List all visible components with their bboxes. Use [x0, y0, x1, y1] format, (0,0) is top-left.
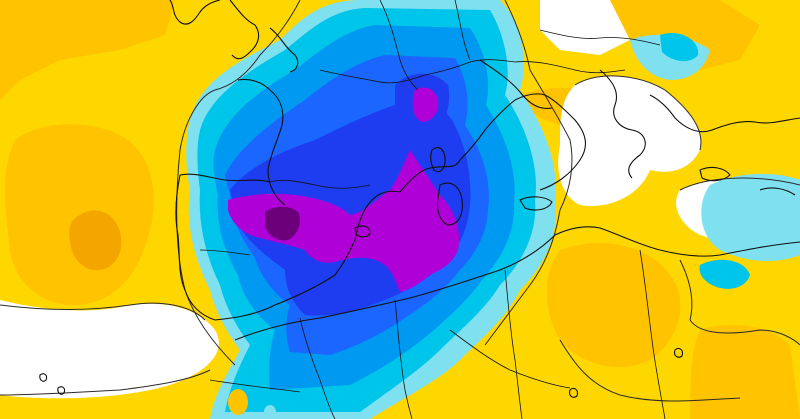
coast-greece	[599, 69, 646, 179]
coast-channel	[269, 27, 299, 73]
warm-anomaly-north-africa	[546, 243, 681, 368]
coast-uk-north	[169, 0, 221, 25]
coast-north-africa	[234, 234, 556, 341]
coast-turkey	[649, 94, 800, 133]
coast-adriatic	[479, 59, 553, 109]
isotherm-levant	[679, 259, 800, 346]
coastlines	[39, 0, 800, 398]
coast-cyprus	[759, 187, 796, 196]
isotherm-atlantic-south	[0, 302, 206, 321]
border-portugal-spain	[199, 249, 251, 256]
island-azores-1	[57, 386, 66, 395]
coast-italy-west	[459, 93, 546, 161]
border-france-spain	[269, 179, 371, 189]
warm-anomaly-northwest	[0, 0, 175, 100]
coast-italy-south	[539, 94, 586, 191]
coast-libya	[554, 226, 800, 257]
neutral-zone-aegean	[558, 75, 701, 206]
coast-balearic	[354, 225, 371, 238]
border-germany-france	[379, 0, 419, 91]
border-central-europe	[454, 0, 471, 61]
extreme-cold-alps	[412, 87, 439, 122]
coast-iberia-north	[179, 173, 271, 183]
border-france-north	[319, 69, 426, 84]
neutral-zone-baltic	[540, 0, 630, 55]
border-balkans	[514, 61, 626, 74]
border-alps	[424, 59, 516, 76]
isotherm-atlantic-far-south	[0, 369, 211, 396]
cool-islet-1	[264, 405, 276, 419]
coast-corsica	[430, 147, 446, 173]
coast-portugal	[175, 174, 216, 321]
coast-sicily	[519, 196, 553, 211]
cool-patch-east-med	[699, 259, 750, 289]
isotherm-anatolia	[679, 177, 800, 191]
isotherm-east-2	[484, 209, 561, 346]
coast-crete	[699, 166, 731, 182]
isotherm-west	[179, 0, 301, 151]
coast-uk-east	[229, 0, 260, 60]
extreme-cold-core	[265, 206, 300, 241]
coast-spain-south	[214, 239, 356, 321]
cool-patch-east-europe	[660, 32, 699, 62]
border-sahara-2	[209, 379, 301, 393]
border-algeria-tunisia	[394, 299, 413, 419]
warm-anomaly-northeast	[610, 0, 760, 70]
island-east-med	[674, 347, 683, 358]
isotherm-africa	[559, 339, 741, 402]
political-borders	[199, 0, 666, 419]
warm-anomaly-atlantic	[5, 124, 154, 306]
coast-sardinia	[436, 182, 463, 226]
warm-islet-1	[228, 389, 248, 415]
warm-anomaly-southeast	[690, 325, 800, 419]
extreme-cold-magenta	[228, 150, 460, 292]
border-libya-egypt	[639, 249, 666, 419]
border-east-europe	[539, 29, 661, 46]
isotherm-east-1	[504, 0, 573, 211]
cool-fringe-levant	[701, 173, 800, 262]
border-tunisia-libya	[504, 269, 523, 419]
border-morocco-algeria	[299, 317, 336, 419]
warm-anomaly-core-atlantic	[69, 210, 122, 271]
neutral-zone-south-atlantic	[0, 300, 219, 399]
isotherm-contours	[0, 0, 800, 402]
border-sahara-1	[449, 329, 571, 389]
island-azores-2	[39, 373, 48, 382]
coast-gulf-lion	[399, 159, 461, 193]
island-south	[569, 387, 578, 398]
